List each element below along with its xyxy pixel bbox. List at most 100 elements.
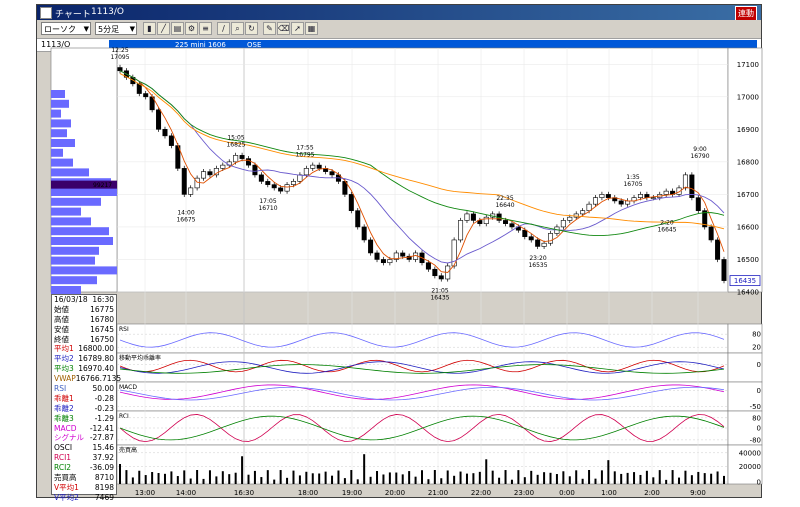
data-value: 7469 (94, 492, 114, 502)
candle-type-button[interactable]: ▮ (143, 22, 156, 35)
data-value: 16745 (90, 324, 114, 334)
x-tick-label: 13:00 (135, 489, 155, 497)
volume-bar (215, 476, 218, 484)
volume-bar (253, 470, 256, 484)
volume-bar (459, 471, 462, 484)
volume-bar (221, 471, 224, 484)
eraser-button[interactable]: ⌫ (277, 22, 290, 35)
volume-profile-bar (51, 158, 73, 167)
data-row: 売買高 8710 (52, 473, 116, 483)
volume-bar (363, 454, 366, 484)
volume-bar (568, 476, 571, 484)
annotation-time: 15:05 (227, 135, 244, 142)
data-label: 売買高 (54, 473, 77, 483)
volume-bar (716, 471, 719, 484)
annotation-price: 16640 (495, 202, 514, 209)
volume-bar (555, 474, 558, 484)
volume-bar (318, 473, 321, 484)
data-row: 安値 16745 (52, 325, 116, 335)
interval-select[interactable]: 5分足 ▼ (95, 22, 137, 35)
volume-profile-bar (51, 129, 67, 138)
candle-body (682, 174, 688, 189)
volume-bar (427, 479, 430, 484)
candle-body (689, 174, 695, 198)
data-label: V平均2 (54, 492, 79, 502)
data-value: 8710 (94, 473, 114, 483)
candle-body (451, 239, 457, 267)
data-value: 16800.00 (78, 344, 114, 354)
data-label: 乖離2 (54, 403, 74, 413)
candle-body (387, 259, 393, 264)
candle-body (522, 229, 528, 237)
ma2-line (119, 70, 725, 264)
candle-body (464, 213, 470, 221)
data-value: -27.87 (89, 433, 114, 443)
volume-bar (562, 471, 565, 484)
draw-line-button[interactable]: ∕ (217, 22, 230, 35)
candle-body (580, 210, 586, 215)
volume-bar (151, 472, 154, 484)
volume-bar (414, 476, 417, 484)
chevron-down-icon: ▼ (129, 25, 135, 33)
data-label: 平均1 (54, 344, 74, 354)
data-label: 平均2 (54, 354, 74, 364)
volume-profile-bar (51, 217, 91, 226)
x-tick-label: 19:00 (342, 489, 362, 497)
candle-body (310, 164, 316, 169)
volume-bar (684, 470, 687, 484)
data-label: 乖離3 (54, 413, 74, 423)
data-value: -0.28 (94, 393, 114, 403)
data-row: RCI2 -36.09 (52, 463, 116, 473)
axis-tick-label: 20 (752, 344, 761, 352)
x-tick-label: 2:00 (644, 489, 660, 497)
candle-body (560, 220, 566, 228)
candle-body (246, 158, 252, 166)
price-tick-label: 16700 (737, 191, 759, 199)
volume-bar (575, 470, 578, 484)
data-label: 平均3 (54, 364, 74, 374)
volume-profile-bar (51, 109, 61, 118)
deviation2-line (119, 361, 725, 374)
redraw-button[interactable]: ↻ (245, 22, 258, 35)
volume-profile-bar (51, 168, 89, 177)
candle-body (207, 171, 213, 176)
candle-body (374, 252, 380, 260)
x-tick-label: 22:00 (471, 489, 491, 497)
pattern-button[interactable]: ▦ (305, 22, 318, 35)
annotation-time: 12:25 (111, 47, 128, 54)
data-value: 50.00 (92, 384, 114, 394)
volume-profile-bar (51, 227, 109, 236)
chart-type-value: ローソク (44, 25, 76, 34)
annotation-time: 17:05 (259, 198, 276, 205)
line-type-button[interactable]: ╱ (157, 22, 170, 35)
volume-bar (626, 472, 629, 484)
data-label: 乖離1 (54, 393, 74, 403)
zoom-button[interactable]: ⌕ (231, 22, 244, 35)
volume-bar (523, 477, 526, 484)
candle-body (515, 226, 521, 231)
data-row: 始値 16775 (52, 305, 116, 315)
cursor-button[interactable]: ➚ (291, 22, 304, 35)
candle-body (432, 268, 438, 277)
volume-bar (658, 470, 661, 484)
volume-profile-label: 99217 (93, 182, 112, 189)
pen-button[interactable]: ✎ (263, 22, 276, 35)
volume-bar (395, 472, 398, 484)
volume-bar (498, 477, 501, 484)
interval-value: 5分足 (98, 25, 120, 34)
volume-bar (298, 475, 301, 484)
settings-button[interactable]: ⚙ (185, 22, 198, 35)
data-label: OSCI (54, 443, 73, 453)
data-row: V平均2 7469 (52, 493, 116, 503)
candle-body (400, 252, 406, 257)
volume-bar (331, 475, 334, 484)
ma3-line (119, 70, 725, 237)
compare-button[interactable]: ≡ (199, 22, 212, 35)
candle-body (637, 194, 643, 198)
bar-type-button[interactable]: ▤ (171, 22, 184, 35)
volume-bar (196, 470, 199, 484)
volume-bar (710, 473, 713, 484)
chart-type-select[interactable]: ローソク ▼ (41, 22, 91, 35)
volume-bar (478, 471, 481, 484)
